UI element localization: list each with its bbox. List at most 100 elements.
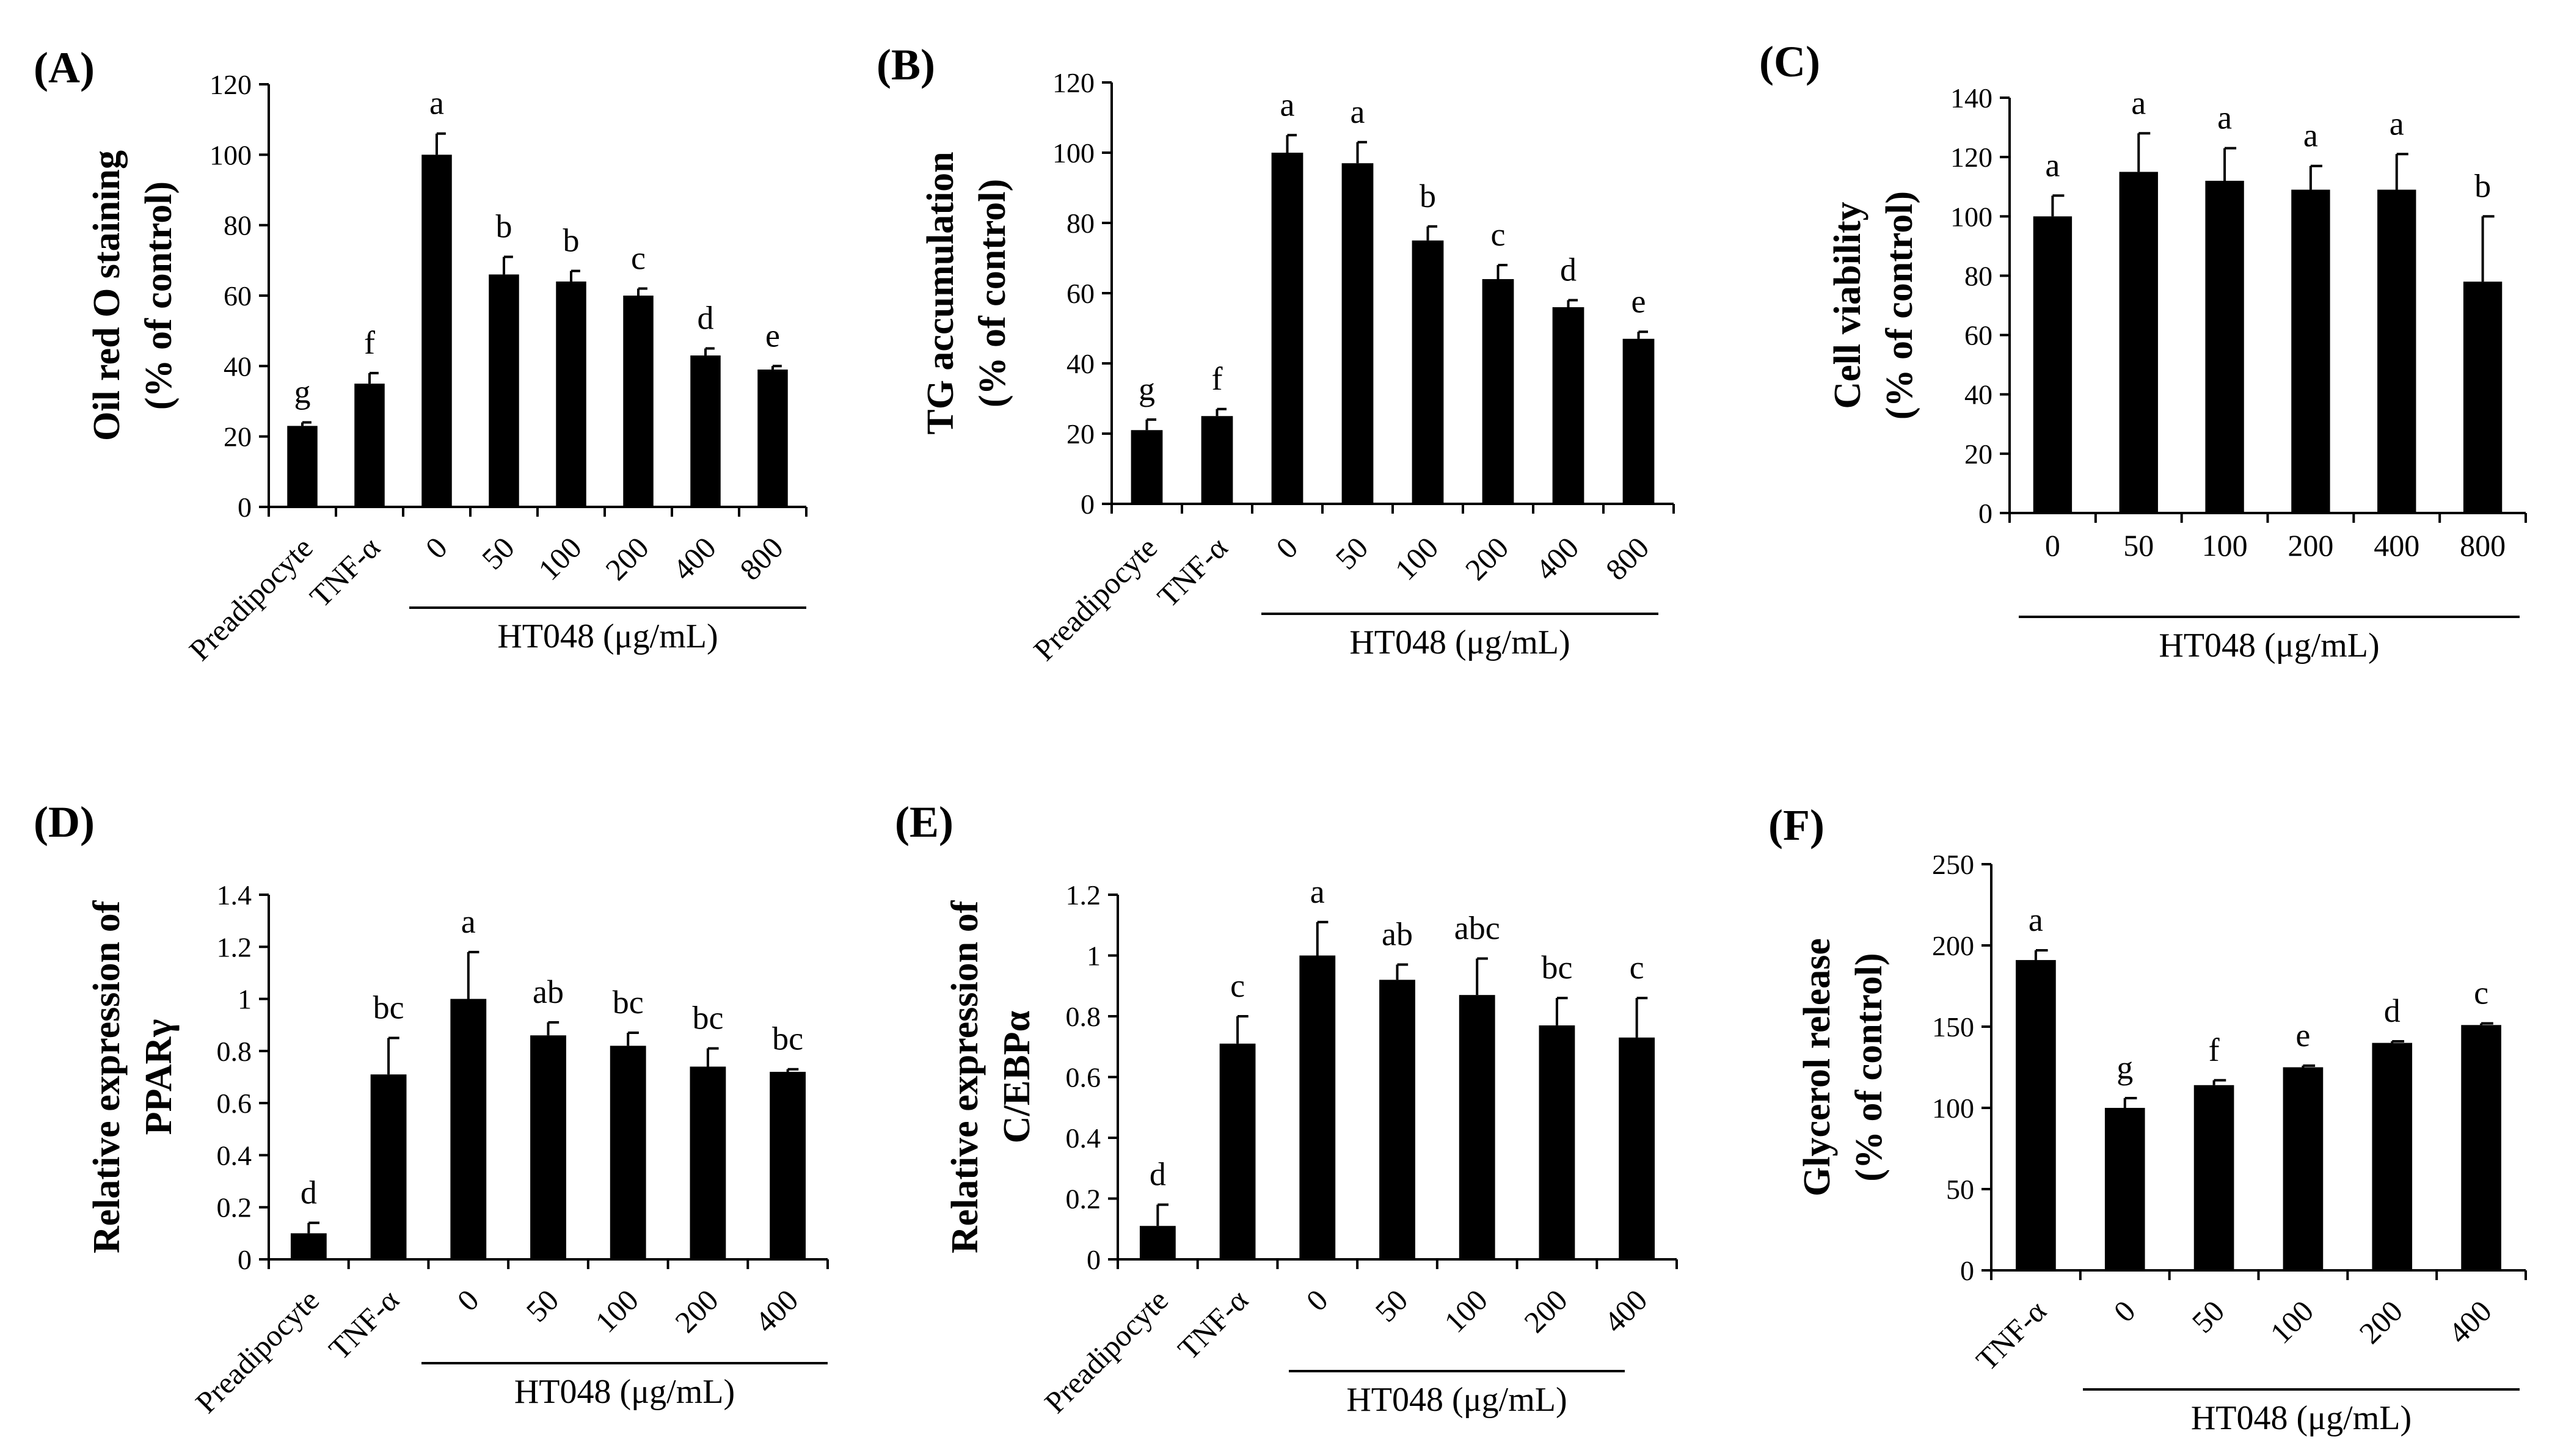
significance-letter: g [2116, 1049, 2133, 1086]
bar [2205, 181, 2244, 513]
significance-letter: b [2474, 167, 2491, 204]
y-tick-label: 100 [1052, 137, 1095, 169]
group-label: HT048 (μg/mL) [1349, 624, 1570, 661]
y-tick-label: 40 [224, 351, 252, 382]
significance-letter: c [1491, 216, 1506, 253]
significance-letter: d [1150, 1156, 1166, 1192]
y-tick-label: 40 [1964, 379, 1992, 410]
y-axis-label: Relative expression of [86, 900, 128, 1253]
bar [770, 1071, 806, 1259]
y-tick-label: 0 [238, 1244, 252, 1275]
significance-letter: a [461, 903, 476, 940]
y-axis-label: Glycerol release [1796, 938, 1838, 1196]
bar [530, 1035, 566, 1259]
panel-label: (D) [34, 798, 95, 846]
bar [1412, 240, 1444, 504]
significance-letter: b [1420, 178, 1436, 214]
x-tick-label: 800 [2460, 528, 2506, 562]
y-tick-label: 0 [1087, 1244, 1101, 1275]
x-tick-label: 50 [2123, 528, 2154, 562]
significance-letter: bc [772, 1021, 803, 1057]
significance-letter: bc [613, 984, 644, 1021]
significance-letter: e [2295, 1017, 2310, 1054]
y-tick-label: 60 [1964, 320, 1992, 351]
bar [1341, 163, 1374, 504]
significance-letter: c [2474, 975, 2488, 1011]
x-tick-label: 200 [2288, 528, 2333, 562]
bar [610, 1046, 646, 1259]
y-axis-label: Cell viability [1827, 202, 1868, 409]
panel-label: (C) [1759, 37, 1820, 86]
bar [1552, 307, 1584, 504]
y-tick-label: 1.2 [217, 931, 252, 963]
y-tick-label: 0.4 [217, 1140, 252, 1171]
significance-letter: a [2131, 84, 2146, 121]
significance-letter: ab [533, 974, 564, 1010]
significance-letter: a [1310, 873, 1325, 910]
bar [2119, 172, 2158, 513]
significance-letter: ab [1382, 915, 1413, 952]
bar [354, 384, 385, 507]
significance-letter: a [2303, 117, 2318, 154]
y-axis-label: (% of control) [1848, 953, 1890, 1181]
bar [287, 426, 318, 507]
significance-letter: bc [692, 1000, 723, 1036]
group-label: HT048 (μg/mL) [2191, 1399, 2412, 1437]
y-tick-label: 0.2 [217, 1192, 252, 1223]
y-tick-label: 100 [210, 139, 252, 170]
y-axis-label: Relative expression of [944, 900, 986, 1253]
significance-letter: d [2384, 992, 2401, 1029]
x-tick-label: 400 [2374, 528, 2419, 562]
bar [1619, 1037, 1655, 1259]
group-label: HT048 (μg/mL) [1346, 1381, 1567, 1419]
y-tick-label: 50 [1946, 1174, 1974, 1205]
y-tick-label: 0 [1960, 1255, 1974, 1286]
y-tick-label: 0.6 [217, 1088, 252, 1119]
bar [1459, 995, 1495, 1259]
significance-letter: e [765, 317, 780, 354]
bar [2377, 189, 2416, 514]
x-tick-label: 0 [2045, 528, 2060, 562]
bar [421, 155, 452, 508]
group-label: HT048 (μg/mL) [514, 1373, 735, 1411]
y-tick-label: 250 [1932, 849, 1974, 880]
group-label: HT048 (μg/mL) [2159, 627, 2379, 664]
bar [1139, 1226, 1176, 1259]
bar [2291, 189, 2330, 514]
significance-letter: g [1139, 371, 1155, 407]
y-tick-label: 0.4 [1066, 1123, 1101, 1154]
y-tick-label: 200 [1932, 930, 1974, 961]
bar [2461, 1025, 2501, 1270]
bar [1379, 980, 1415, 1259]
y-tick-label: 0 [1081, 489, 1095, 520]
significance-letter: b [563, 222, 580, 259]
bar [2283, 1067, 2324, 1270]
significance-letter: a [2390, 105, 2404, 142]
y-axis-label: TG accumulation [920, 151, 961, 434]
bar [623, 296, 654, 507]
bar [2016, 959, 2056, 1270]
significance-letter: e [1631, 283, 1646, 319]
y-tick-label: 60 [1066, 278, 1095, 309]
y-tick-label: 40 [1066, 348, 1095, 379]
significance-letter: a [2029, 901, 2043, 938]
y-tick-label: 0.8 [217, 1036, 252, 1067]
bar [1219, 1043, 1256, 1259]
significance-letter: a [2217, 100, 2232, 136]
significance-letter: d [301, 1174, 317, 1210]
significance-letter: a [429, 85, 444, 122]
bar [556, 281, 586, 507]
significance-letter: b [496, 208, 512, 245]
y-tick-label: 0.8 [1066, 1001, 1101, 1032]
y-tick-label: 1 [1087, 941, 1101, 972]
y-tick-label: 20 [1964, 439, 1992, 470]
y-axis-label: (% of control) [1879, 191, 1920, 420]
y-axis-label: Oil red O staining [86, 150, 128, 441]
bar [290, 1233, 327, 1259]
significance-letter: a [1280, 86, 1295, 123]
y-tick-label: 20 [224, 421, 252, 453]
bar [1299, 955, 1336, 1259]
significance-letter: c [1230, 967, 1245, 1004]
bar [1201, 416, 1233, 504]
y-tick-label: 140 [1950, 82, 1992, 114]
